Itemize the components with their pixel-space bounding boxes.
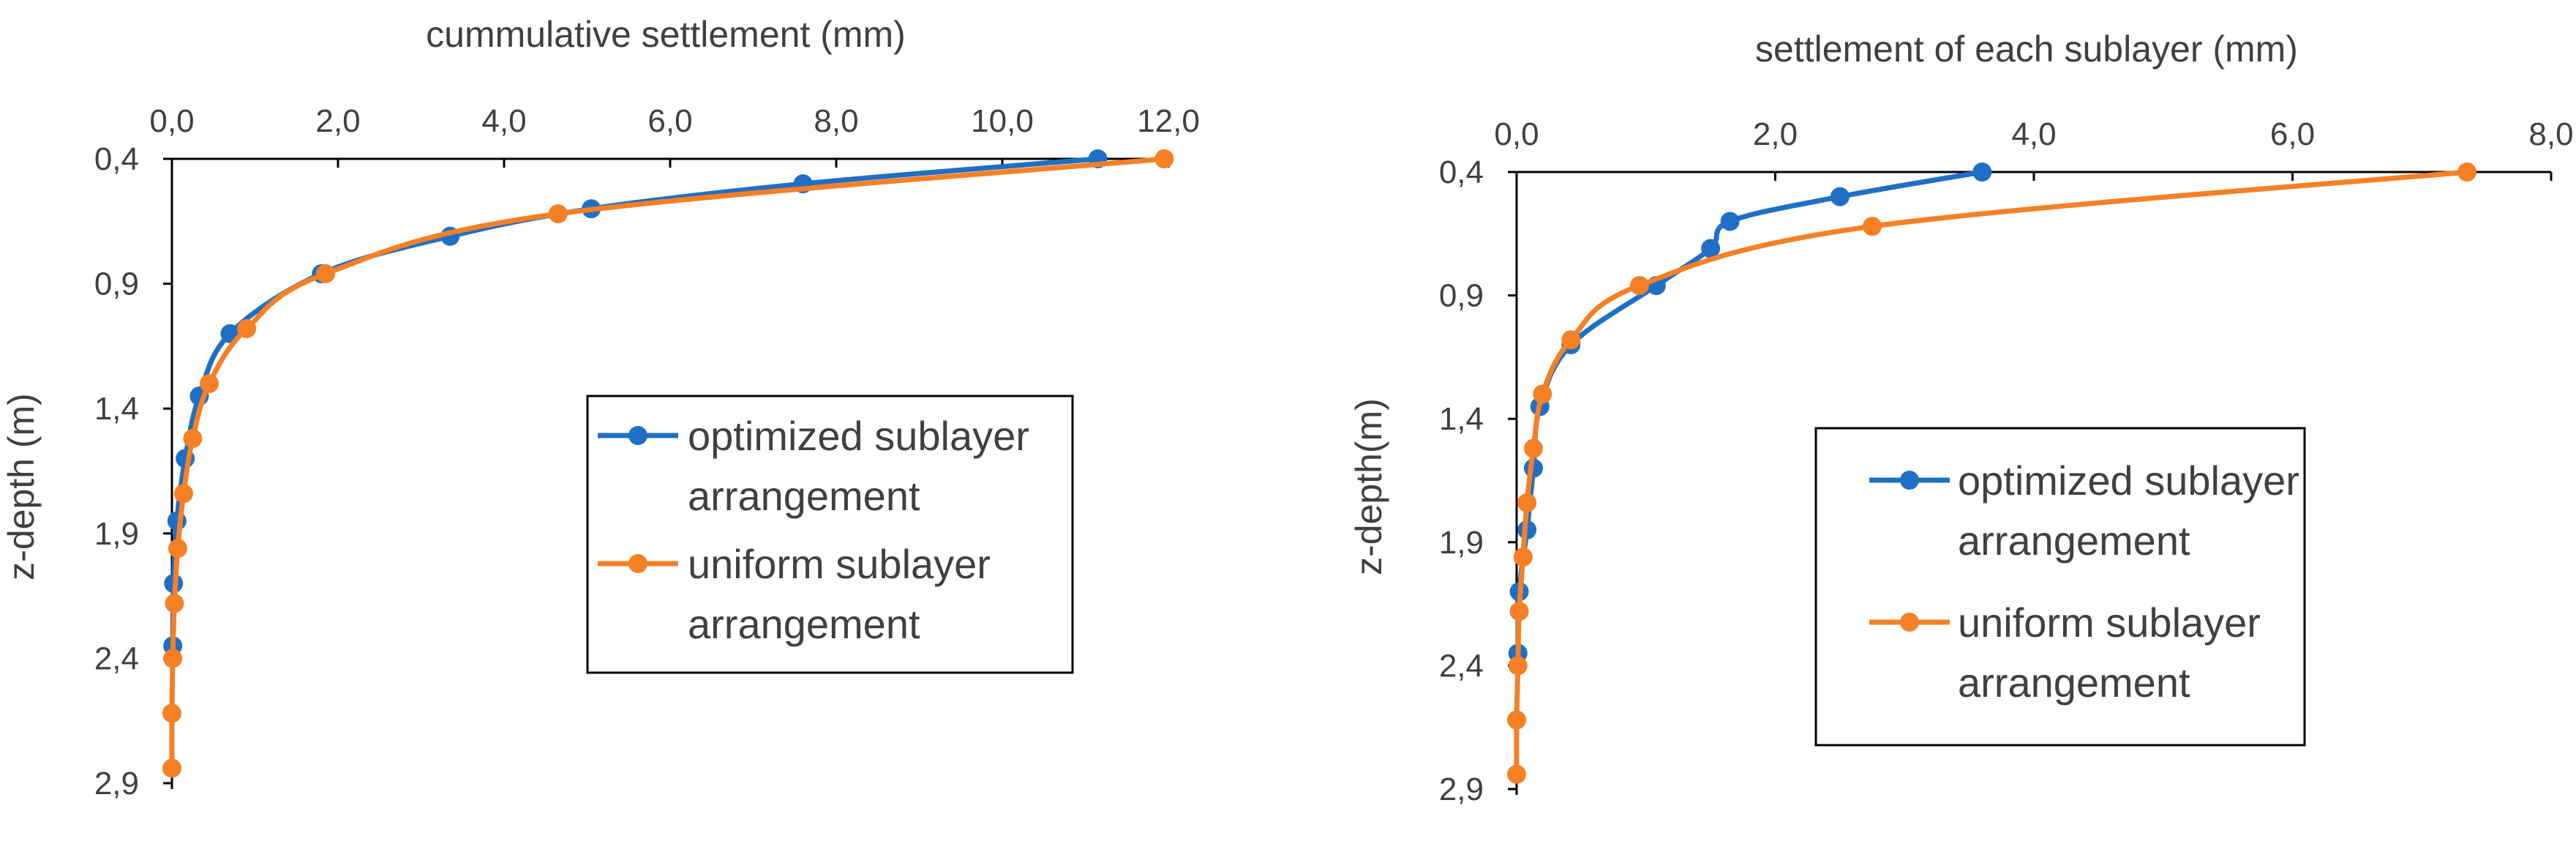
data-point-uniform [2457, 162, 2477, 182]
y-tick-label: 0,4 [94, 141, 139, 177]
data-point-uniform [162, 758, 181, 778]
data-point-uniform [163, 649, 183, 668]
data-point-uniform [1533, 384, 1552, 404]
y-tick-label: 1,4 [94, 391, 139, 427]
data-point-uniform [1517, 493, 1537, 512]
legend-marker-uniform [628, 554, 647, 573]
legend-label-uniform: uniform sublayer [688, 541, 991, 587]
legend-label-uniform: arrangement [688, 601, 920, 647]
data-point-uniform [1863, 217, 1882, 236]
legend-label-optimized: arrangement [1958, 517, 2190, 564]
data-point-optimized [1701, 239, 1721, 258]
x-tick-label: 6,0 [2270, 116, 2315, 152]
data-point-uniform [1523, 438, 1543, 458]
legend-box [586, 395, 1074, 674]
data-point-optimized [1720, 212, 1740, 231]
data-point-uniform [168, 539, 187, 558]
x-tick-label: 0,0 [149, 103, 194, 139]
data-point-uniform [162, 703, 181, 723]
y-tick-label: 2,4 [1439, 648, 1484, 684]
data-point-uniform [173, 484, 193, 504]
data-point-uniform [1629, 276, 1649, 296]
legend-marker-optimized [628, 426, 647, 445]
cumulative-settlement-chart: 0,0 2,0 4,0 6,0 8,0 10,0 12,0 0,4 0,9 1,4 1,9 2,4 2,… [1, 14, 1200, 801]
x-tick-label: 2,0 [315, 103, 360, 139]
data-point-uniform [183, 429, 203, 449]
data-point-uniform [1509, 602, 1529, 621]
x-tick-label: 10,0 [971, 103, 1034, 139]
y-tick-label: 2,9 [94, 766, 139, 801]
data-point-uniform [237, 319, 257, 339]
y-tick-label: 1,9 [1439, 525, 1484, 561]
x-tick-label: 4,0 [481, 103, 526, 139]
legend-label-optimized: arrangement [688, 473, 920, 519]
data-point-uniform [165, 594, 184, 613]
data-point-uniform [1507, 710, 1526, 730]
x-axis-title: cummulative settlement (mm) [426, 14, 906, 55]
y-tick-label: 2,9 [1439, 771, 1484, 807]
y-axis-title: z-depth (m) [1, 393, 42, 580]
y-tick-label: 1,9 [94, 516, 139, 552]
data-point-uniform [548, 204, 568, 224]
x-axis-title: settlement of each sublayer (mm) [1755, 29, 2298, 70]
legend-label-uniform: uniform sublayer [1958, 599, 2261, 646]
x-tick-label: 8,0 [2528, 116, 2573, 152]
y-tick-label: 2,4 [94, 640, 139, 676]
legend-marker-uniform [1900, 613, 1919, 632]
legend-label-uniform: arrangement [1958, 659, 2190, 706]
x-tick-label: 2,0 [1753, 116, 1798, 152]
data-point-optimized [1972, 162, 1992, 182]
y-axis-title: z-depth(m) [1348, 398, 1389, 575]
x-tick-label: 4,0 [2011, 116, 2056, 152]
data-point-uniform [315, 264, 335, 283]
sublayer-settlement-chart: 0,0 2,0 4,0 6,0 8,0 0,4 0,9 1,4 1,9 2,4 2,9 settlem… [1348, 29, 2574, 807]
y-tick-label: 0,9 [94, 266, 139, 302]
x-tick-label: 8,0 [814, 103, 858, 139]
x-tick-label: 12,0 [1137, 103, 1200, 139]
y-tick-label: 0,4 [1439, 154, 1484, 190]
data-point-uniform [1154, 149, 1174, 168]
legend-label-optimized: optimized sublayer [1958, 457, 2299, 504]
data-point-uniform [1508, 656, 1528, 676]
y-tick-label: 1,4 [1439, 401, 1484, 437]
data-point-uniform [200, 374, 219, 394]
data-point-optimized [1830, 187, 1850, 206]
x-tick-label: 0,0 [1494, 116, 1539, 152]
data-point-uniform [1513, 548, 1533, 567]
legend-label-optimized: optimized sublayer [688, 413, 1029, 459]
data-point-uniform [1561, 330, 1581, 350]
y-tick-label: 0,9 [1439, 278, 1484, 314]
x-tick-label: 6,0 [647, 103, 692, 139]
legend-marker-optimized [1900, 471, 1919, 490]
data-point-uniform [1507, 764, 1526, 784]
